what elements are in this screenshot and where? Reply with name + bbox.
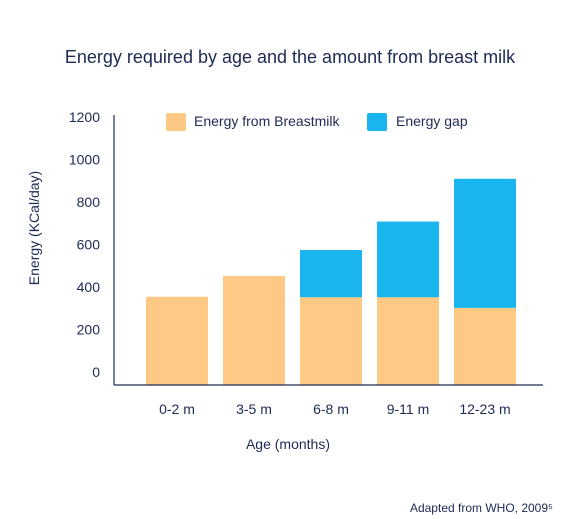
bar-top-cap (300, 250, 362, 257)
y-tick-label: 1000 (69, 152, 100, 168)
x-tick-label: 0-2 m (159, 401, 195, 417)
x-tick-label: 12-23 m (459, 401, 510, 417)
y-tick-label: 0 (92, 364, 100, 380)
bar-top-cap (146, 296, 208, 303)
legend-label-gap: Energy gap (396, 113, 468, 129)
bar-breastmilk (377, 297, 439, 385)
legend-label-breastmilk: Energy from Breastmilk (194, 113, 340, 129)
source-note: Adapted from WHO, 2009⁵ (410, 501, 553, 515)
y-axis-ticks: 0 200 400 600 800 1000 1200 (69, 109, 100, 380)
bar-energy-gap (377, 221, 439, 298)
bar-top-cap (223, 275, 285, 282)
bar-top-cap (454, 178, 516, 185)
bar-energy-gap (454, 178, 516, 308)
chart-title: Energy required by age and the amount fr… (65, 47, 516, 67)
x-tick-label: 9-11 m (387, 401, 430, 417)
y-tick-label: 200 (77, 322, 101, 338)
y-tick-label: 400 (77, 279, 101, 295)
legend-swatch-breastmilk (166, 113, 186, 131)
y-tick-label: 1200 (69, 109, 100, 125)
y-tick-label: 800 (77, 194, 101, 210)
x-tick-label: 3-5 m (236, 401, 272, 417)
bars (146, 178, 516, 385)
bar-breastmilk (146, 296, 208, 385)
x-axis-label: Age (months) (246, 436, 330, 452)
bar-top-cap (377, 221, 439, 228)
y-axis-label: Energy (KCal/day) (26, 171, 42, 285)
bar-breastmilk (300, 297, 362, 385)
legend: Energy from Breastmilk Energy gap (166, 113, 468, 131)
bar-energy-gap (300, 250, 362, 298)
bar-breastmilk (454, 307, 516, 385)
x-axis-ticks: 0-2 m 3-5 m 6-8 m 9-11 m 12-23 m (159, 401, 511, 417)
legend-swatch-gap (367, 113, 387, 131)
bar-breastmilk (223, 275, 285, 385)
y-tick-label: 600 (77, 237, 101, 253)
x-tick-label: 6-8 m (313, 401, 349, 417)
